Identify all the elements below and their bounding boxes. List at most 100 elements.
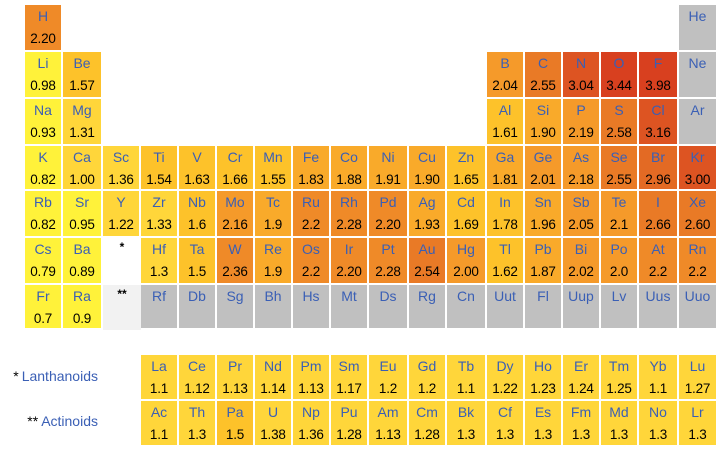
element-symbol-link[interactable]: H bbox=[37, 8, 49, 24]
element-symbol-link[interactable]: Mt bbox=[341, 288, 357, 304]
element-symbol-link[interactable]: Ni bbox=[381, 149, 395, 165]
element-symbol-link[interactable]: Uuo bbox=[684, 288, 711, 304]
element-symbol-link[interactable]: Fm bbox=[570, 404, 592, 420]
element-symbol-link[interactable]: At bbox=[651, 241, 665, 257]
element-symbol-link[interactable]: No bbox=[649, 404, 667, 420]
element-symbol-link[interactable]: Se bbox=[610, 149, 628, 165]
element-symbol-link[interactable]: Pu bbox=[340, 404, 358, 420]
element-symbol-link[interactable]: La bbox=[151, 358, 167, 374]
element-symbol-link[interactable]: Am bbox=[377, 404, 399, 420]
element-symbol-link[interactable]: Ga bbox=[495, 149, 515, 165]
element-symbol-link[interactable]: Rn bbox=[688, 241, 707, 257]
element-symbol-link[interactable]: Pt bbox=[381, 241, 395, 257]
element-symbol-link[interactable]: Nb bbox=[188, 194, 206, 210]
element-symbol-link[interactable]: Pm bbox=[300, 358, 322, 374]
element-symbol-link[interactable]: Cd bbox=[457, 194, 475, 210]
element-symbol-link[interactable]: Gd bbox=[417, 358, 437, 374]
element-symbol-link[interactable]: As bbox=[572, 149, 590, 165]
element-symbol-link[interactable]: Lu bbox=[689, 358, 706, 374]
element-symbol-link[interactable]: Mn bbox=[263, 149, 283, 165]
element-symbol-link[interactable]: Ba bbox=[73, 241, 91, 257]
element-symbol-link[interactable]: Sm bbox=[338, 358, 360, 374]
element-symbol-link[interactable]: Ru bbox=[302, 194, 320, 210]
element-symbol-link[interactable]: Y bbox=[116, 194, 126, 210]
element-symbol-link[interactable]: Co bbox=[340, 149, 358, 165]
element-symbol-link[interactable]: Rf bbox=[152, 288, 166, 304]
element-symbol-link[interactable]: Cn bbox=[457, 288, 475, 304]
element-symbol-link[interactable]: Ar bbox=[690, 102, 705, 118]
element-symbol-link[interactable]: Bk bbox=[457, 404, 475, 420]
element-symbol-link[interactable]: Na bbox=[34, 102, 52, 118]
element-symbol-link[interactable]: Ac bbox=[150, 404, 168, 420]
element-symbol-link[interactable]: Mo bbox=[225, 194, 245, 210]
element-symbol-link[interactable]: Hs bbox=[302, 288, 320, 304]
element-symbol-link[interactable]: Nd bbox=[264, 358, 282, 374]
element-symbol-link[interactable]: Lr bbox=[691, 404, 704, 420]
element-symbol-link[interactable]: Ho bbox=[534, 358, 552, 374]
element-symbol-link[interactable]: Cl bbox=[651, 102, 665, 118]
element-symbol-link[interactable]: Uus bbox=[645, 288, 671, 304]
element-symbol-link[interactable]: Ge bbox=[533, 149, 553, 165]
element-symbol-link[interactable]: Eu bbox=[379, 358, 397, 374]
element-symbol-link[interactable]: Cs bbox=[34, 241, 52, 257]
element-symbol-link[interactable]: Kr bbox=[690, 149, 705, 165]
element-symbol-link[interactable]: Uut bbox=[494, 288, 516, 304]
element-symbol-link[interactable]: Zn bbox=[457, 149, 475, 165]
element-symbol-link[interactable]: K bbox=[38, 149, 48, 165]
element-symbol-link[interactable]: Sc bbox=[112, 149, 130, 165]
element-symbol-link[interactable]: I bbox=[656, 194, 660, 210]
element-symbol-link[interactable]: Li bbox=[37, 55, 49, 71]
element-symbol-link[interactable]: Tc bbox=[266, 194, 280, 210]
element-symbol-link[interactable]: Db bbox=[188, 288, 206, 304]
element-symbol-link[interactable]: Ir bbox=[344, 241, 354, 257]
element-symbol-link[interactable]: Pd bbox=[379, 194, 397, 210]
element-symbol-link[interactable]: Ag bbox=[418, 194, 436, 210]
element-symbol-link[interactable]: Cu bbox=[418, 149, 436, 165]
element-symbol-link[interactable]: Ti bbox=[153, 149, 165, 165]
element-symbol-link[interactable]: Mg bbox=[72, 102, 92, 118]
element-symbol-link[interactable]: P bbox=[576, 102, 586, 118]
element-symbol-link[interactable]: Ta bbox=[189, 241, 205, 257]
element-symbol-link[interactable]: Yb bbox=[649, 358, 667, 374]
element-symbol-link[interactable]: Pr bbox=[228, 358, 242, 374]
element-symbol-link[interactable]: Al bbox=[498, 102, 512, 118]
element-symbol-link[interactable]: Pa bbox=[226, 404, 244, 420]
element-symbol-link[interactable]: Uup bbox=[568, 288, 594, 304]
element-symbol-link[interactable]: Fe bbox=[302, 149, 320, 165]
element-symbol-link[interactable]: Be bbox=[73, 55, 91, 71]
element-symbol-link[interactable]: Au bbox=[418, 241, 436, 257]
element-symbol-link[interactable]: Te bbox=[611, 194, 627, 210]
lanthanoids-link[interactable]: Lanthanoids bbox=[21, 368, 98, 384]
element-symbol-link[interactable]: Zr bbox=[152, 194, 166, 210]
element-symbol-link[interactable]: S bbox=[614, 102, 624, 118]
element-symbol-link[interactable]: He bbox=[688, 8, 707, 24]
element-symbol-link[interactable]: U bbox=[267, 404, 279, 420]
element-symbol-link[interactable]: Ca bbox=[73, 149, 91, 165]
element-symbol-link[interactable]: Xe bbox=[688, 194, 707, 210]
element-symbol-link[interactable]: Cr bbox=[227, 149, 243, 165]
actinoids-link[interactable]: Actinoids bbox=[41, 413, 98, 429]
element-symbol-link[interactable]: Rg bbox=[418, 288, 436, 304]
element-symbol-link[interactable]: W bbox=[228, 241, 242, 257]
element-symbol-link[interactable]: Br bbox=[651, 149, 665, 165]
element-symbol-link[interactable]: Tb bbox=[457, 358, 475, 374]
element-symbol-link[interactable]: Tl bbox=[499, 241, 511, 257]
element-symbol-link[interactable]: F bbox=[653, 55, 663, 71]
element-symbol-link[interactable]: Tm bbox=[608, 358, 630, 374]
element-symbol-link[interactable]: Cf bbox=[498, 404, 512, 420]
element-symbol-link[interactable]: Bh bbox=[264, 288, 282, 304]
element-symbol-link[interactable]: Po bbox=[610, 241, 628, 257]
element-symbol-link[interactable]: Fr bbox=[36, 288, 50, 304]
element-symbol-link[interactable]: Ds bbox=[379, 288, 397, 304]
element-symbol-link[interactable]: C bbox=[537, 55, 549, 71]
element-symbol-link[interactable]: Rb bbox=[34, 194, 52, 210]
element-symbol-link[interactable]: Np bbox=[302, 404, 320, 420]
element-symbol-link[interactable]: B bbox=[500, 55, 510, 71]
element-symbol-link[interactable]: Es bbox=[534, 404, 552, 420]
element-symbol-link[interactable]: Si bbox=[536, 102, 550, 118]
element-symbol-link[interactable]: Sr bbox=[75, 194, 89, 210]
element-symbol-link[interactable]: Sn bbox=[534, 194, 552, 210]
element-symbol-link[interactable]: O bbox=[613, 55, 625, 71]
element-symbol-link[interactable]: Bi bbox=[574, 241, 588, 257]
element-symbol-link[interactable]: Pb bbox=[534, 241, 552, 257]
